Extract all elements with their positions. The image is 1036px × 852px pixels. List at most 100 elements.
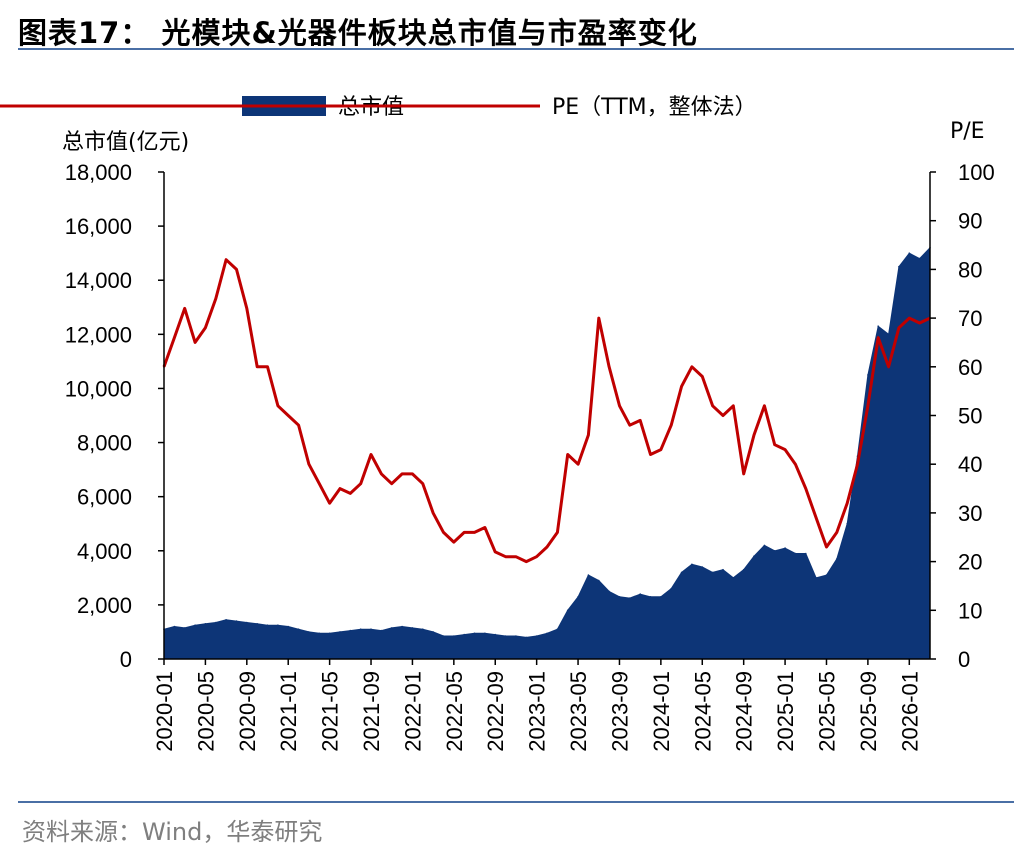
area-market-cap (163, 246, 931, 660)
area-point (805, 552, 807, 555)
y-left-tick-label: 4,000 (77, 539, 132, 564)
x-tick-label: 2021-05 (318, 671, 343, 752)
area-point (566, 609, 569, 612)
line-point (690, 365, 693, 368)
area-point (660, 596, 662, 598)
area-point (680, 571, 683, 574)
area-point (308, 631, 310, 633)
area-point (784, 547, 786, 549)
line-point (618, 404, 621, 407)
line-point (204, 326, 207, 329)
area-point (390, 627, 393, 629)
area-series (163, 246, 931, 660)
line-point (452, 541, 455, 544)
line-point (825, 546, 828, 548)
y-right-tick-label: 40 (958, 452, 982, 477)
area-point (432, 631, 434, 633)
y-right-tick-label: 30 (958, 501, 982, 526)
x-tick-label: 2022-09 (483, 671, 508, 752)
y-left-tick-label: 8,000 (77, 431, 132, 456)
area-point (225, 619, 227, 621)
area-point (887, 333, 890, 336)
y-left-axis-title: 总市值(亿元) (62, 130, 189, 155)
line-point (639, 419, 642, 422)
y-left-tick-label: 18,000 (65, 160, 132, 185)
area-point (815, 577, 817, 579)
area-point (173, 625, 176, 628)
line-point (235, 268, 238, 271)
area-point (670, 587, 672, 590)
line-point (421, 482, 424, 485)
top-rule (18, 48, 1014, 50)
area-point (463, 633, 466, 636)
area-point (235, 620, 238, 622)
area-point (194, 624, 196, 626)
line-point (577, 463, 580, 466)
line-point (245, 307, 248, 310)
line-point (670, 424, 673, 427)
line-point (225, 258, 228, 261)
area-point (535, 635, 538, 637)
legend: 总市值 PE（TTM，整体法） (0, 95, 757, 120)
area-point (722, 568, 724, 571)
area-point (525, 636, 528, 639)
area-point (484, 632, 486, 635)
area-point (339, 631, 341, 633)
line-point (587, 434, 590, 436)
area-point (359, 628, 362, 630)
area-point (504, 635, 507, 637)
line-point (504, 555, 507, 558)
y-right-tick-label: 70 (958, 306, 982, 331)
line-point (432, 511, 435, 514)
area-point (639, 593, 641, 595)
x-tick-label: 2023-09 (608, 671, 633, 752)
y-right-tick-label: 100 (958, 160, 995, 185)
line-point (349, 492, 352, 495)
x-tick-label: 2025-09 (856, 671, 881, 752)
area-point (877, 325, 879, 328)
line-point (535, 555, 538, 558)
area-point (494, 633, 497, 636)
line-point (877, 336, 880, 339)
area-point (753, 555, 755, 557)
y-right-tick-label: 0 (958, 647, 970, 672)
area-point (422, 628, 424, 630)
x-tick-label: 2021-01 (276, 671, 301, 752)
area-point (587, 574, 590, 576)
line-point (546, 546, 548, 548)
line-point (856, 463, 859, 466)
line-series (162, 258, 931, 564)
line-point (846, 502, 849, 505)
y-left-tick-label: 0 (120, 647, 132, 672)
y-left-tick-label: 10,000 (65, 376, 132, 401)
line-point (763, 404, 766, 407)
area-point (297, 628, 300, 630)
x-tick-label: 2024-09 (732, 671, 757, 752)
line-point (390, 482, 393, 485)
x-tick-label: 2025-01 (773, 671, 798, 752)
x-tick-label: 2024-01 (649, 671, 674, 752)
area-point (763, 544, 766, 547)
area-point (794, 552, 797, 555)
line-point (794, 463, 797, 466)
area-point (711, 571, 714, 574)
y-left-tick-label: 14,000 (65, 268, 132, 293)
area-point (618, 596, 621, 598)
y-right-tick-label: 80 (958, 257, 982, 282)
y-right-tick-label: 60 (958, 355, 982, 380)
line-point (370, 453, 372, 456)
line-point (732, 404, 735, 407)
y-left-tick-label: 6,000 (77, 485, 132, 510)
x-tick-label: 2023-01 (525, 671, 550, 752)
area-point (898, 265, 900, 268)
area-point (598, 579, 600, 582)
area-point (556, 628, 559, 630)
area-point (318, 632, 321, 635)
line-point (411, 472, 414, 475)
line-point (194, 341, 197, 344)
line-point (380, 472, 383, 475)
x-tick-label: 2023-05 (566, 671, 591, 752)
line-point (256, 365, 259, 368)
line-point (918, 322, 921, 324)
bottom-rule (18, 801, 1014, 803)
